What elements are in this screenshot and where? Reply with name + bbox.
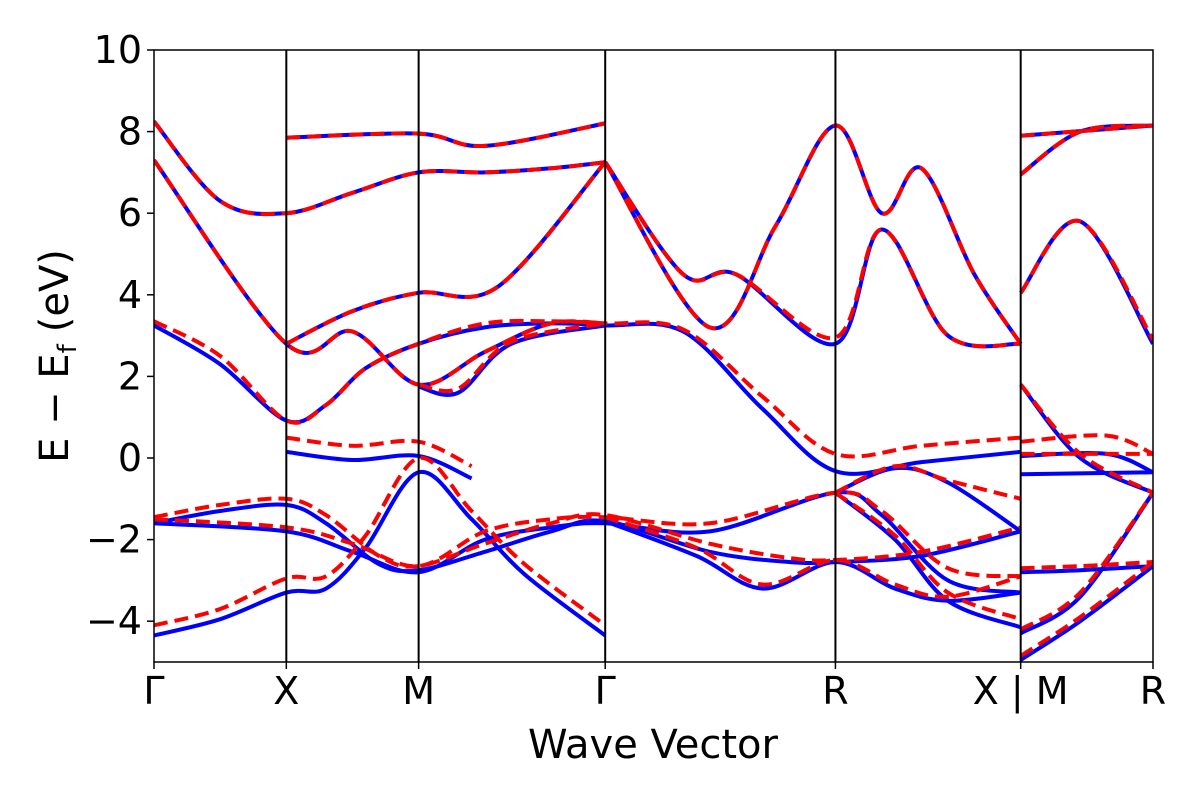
y-axis: 10 8 6 4 2 0 −2 −4 <box>86 28 154 643</box>
dashed-band-line <box>154 490 1021 579</box>
dashed-band-line <box>286 435 473 469</box>
solid-band-line <box>1019 564 1153 662</box>
dashed-band-line <box>286 121 606 148</box>
dashed-band-line <box>604 515 1022 599</box>
solid-band-line <box>1019 383 1153 495</box>
dashed-band-line <box>1019 123 1153 177</box>
solid-band-line <box>603 123 1023 345</box>
y-axis-label-sub: f <box>53 343 83 353</box>
solid-band-line <box>1020 470 1153 477</box>
dashed-band-line <box>154 159 606 387</box>
solid-band-line <box>154 159 606 387</box>
dashed-band-line <box>834 491 1022 622</box>
dashed-band-line <box>418 321 606 394</box>
y-tick-label: −4 <box>86 599 142 643</box>
dashed-band-line <box>1020 123 1153 138</box>
dashed-band-line <box>154 318 1021 459</box>
x-tick-label: X | M <box>973 669 1069 714</box>
solid-band-line <box>604 519 1021 603</box>
bands-layer <box>154 120 1153 662</box>
y-tick-label: 4 <box>118 273 142 317</box>
y-tick-label: 8 <box>118 110 142 154</box>
dashed-band-line <box>603 161 1021 349</box>
solid-band-line <box>1019 491 1153 636</box>
x-tick-label: M <box>402 669 435 713</box>
x-tick-label: X <box>273 669 299 713</box>
y-tick-label: 6 <box>118 191 142 235</box>
plot-frame <box>153 49 1154 663</box>
y-axis-label-main: E − E <box>32 353 78 463</box>
solid-band-line <box>154 469 607 638</box>
y-tick-label: 2 <box>118 354 142 398</box>
solid-band-line <box>285 160 607 346</box>
solid-band-line <box>286 449 473 481</box>
dashed-band-line <box>1019 491 1153 632</box>
x-tick-label: R <box>822 669 848 713</box>
series-dashed-red <box>154 120 1153 658</box>
dashed-band-line <box>834 463 1022 501</box>
x-axis: Γ X M Γ R X | M R <box>143 662 1166 714</box>
high-symmetry-lines <box>285 50 1022 662</box>
solid-band-line <box>1019 218 1153 345</box>
dashed-band-line <box>1019 560 1153 658</box>
x-tick-label: R <box>1140 669 1166 713</box>
dashed-band-line <box>1020 560 1153 571</box>
solid-band-line <box>1020 564 1153 575</box>
y-tick-label: −2 <box>86 518 142 562</box>
dashed-band-line <box>603 123 1023 345</box>
solid-band-line <box>154 490 1022 595</box>
y-tick-label: 10 <box>94 28 142 72</box>
dashed-band-line <box>1019 383 1153 495</box>
y-tick-label: 0 <box>118 436 142 480</box>
x-axis-label: Wave Vector <box>528 722 779 768</box>
y-axis-label-unit: (eV) <box>32 249 78 332</box>
dashed-band-line <box>154 120 606 217</box>
y-axis-label: E − Ef (eV) <box>32 249 83 463</box>
dashed-band-line <box>154 455 607 628</box>
dashed-band-line <box>285 160 607 346</box>
x-tick-label: Γ <box>143 669 164 713</box>
dashed-band-line <box>1020 433 1153 456</box>
x-tick-label: Γ <box>595 669 616 713</box>
dashed-band-line <box>1019 219 1153 341</box>
